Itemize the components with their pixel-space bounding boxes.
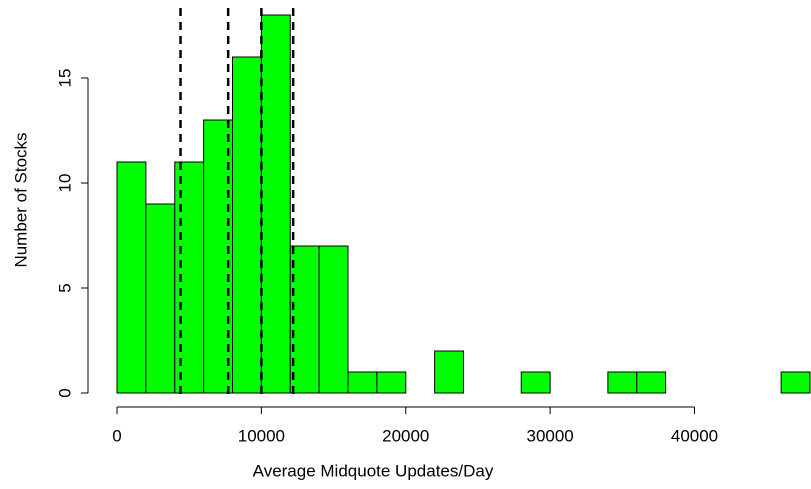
- y-tick-label: 5: [55, 283, 74, 292]
- bar: [174, 161, 205, 394]
- bar: [376, 371, 407, 394]
- x-tick-label: 10000: [238, 426, 285, 445]
- x-axis-label: Average Midquote Updates/Day: [253, 461, 494, 480]
- bar: [203, 119, 233, 394]
- bar: [232, 56, 262, 394]
- x-tick-label: 20000: [382, 426, 429, 445]
- bar: [260, 14, 291, 394]
- bar: [607, 371, 638, 394]
- bar: [434, 350, 464, 394]
- x-tick-label: 40000: [671, 426, 718, 445]
- y-tick-label: 15: [55, 69, 74, 88]
- y-tick-label: 0: [55, 388, 74, 397]
- bar: [318, 245, 349, 394]
- x-tick-label: 0: [112, 426, 121, 445]
- x-tick-label: 30000: [526, 426, 573, 445]
- y-tick-label: 10: [55, 174, 74, 193]
- bar: [116, 161, 147, 394]
- bar: [347, 371, 378, 394]
- y-axis-label: Number of Stocks: [11, 132, 30, 267]
- bar: [145, 203, 176, 394]
- bar: [289, 245, 320, 394]
- bar: [636, 371, 667, 394]
- bar: [520, 371, 551, 394]
- bar: [780, 371, 811, 394]
